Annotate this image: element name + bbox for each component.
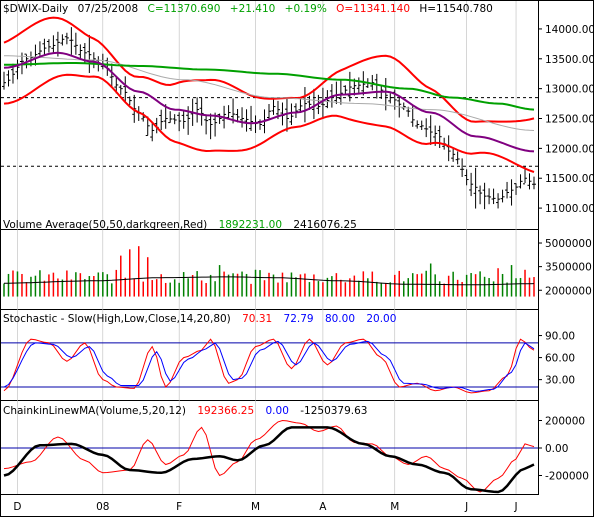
chaikin-value-2: 0.00 xyxy=(266,405,289,417)
y-tick-label: 5000000 xyxy=(545,238,592,250)
volume-header: Volume Average(50,50,darkgreen,Red) 1892… xyxy=(3,219,357,231)
y-tick-label: 11000.00 xyxy=(545,203,594,215)
chaikin-header: ChainkinLinewMA(Volume,5,20,12) 192366.2… xyxy=(3,405,368,417)
bollinger-upper-line xyxy=(3,16,535,123)
y-tick-label: 0.00 xyxy=(545,443,568,455)
open-label: O=11341.140 xyxy=(336,3,410,15)
y-tick-label: 11500.00 xyxy=(545,173,594,185)
x-tick-label: M xyxy=(251,501,260,513)
y-tick-label: 90.00 xyxy=(545,331,575,343)
x-tick-label: 08 xyxy=(96,501,109,513)
price-header: $DWIX-Daily 07/25/2008 C=11370.690 +21.4… xyxy=(3,3,493,15)
stochastic-title: Stochastic - Slow(High,Low,Close,14,20,8… xyxy=(3,313,231,325)
price-bars xyxy=(2,27,536,210)
chaikin-ma-line xyxy=(3,426,535,494)
stochastic-d-value: 72.79 xyxy=(284,313,314,325)
bollinger-lower-line xyxy=(3,73,535,173)
stochastic-upper-value: 80.00 xyxy=(325,313,355,325)
y-tick-label: 3500000 xyxy=(545,262,592,274)
stochastic-header: Stochastic - Slow(High,Low,Close,14,20,8… xyxy=(3,313,396,325)
y-tick-label: 12500.00 xyxy=(545,114,594,126)
y-tick-label: 2000000 xyxy=(545,285,592,297)
month-grid xyxy=(17,1,517,494)
stochastic-d-line xyxy=(3,340,535,392)
volume-value-2: 2416076.25 xyxy=(293,219,356,231)
sma-200-line xyxy=(4,55,535,131)
volume-value-1: 1892231.00 xyxy=(219,219,282,231)
high-label: H=11540.780 xyxy=(419,3,492,15)
chaikin-line xyxy=(3,419,535,493)
y-tick-label: 13000.00 xyxy=(545,84,594,96)
chaikin-value-1: 192366.25 xyxy=(197,405,254,417)
y-tick-label: -200000 xyxy=(545,471,589,483)
x-tick-label: J xyxy=(513,501,517,513)
x-tick-label: M xyxy=(390,501,399,513)
y-tick-label: 12000.00 xyxy=(545,143,594,155)
chaikin-title: ChainkinLinewMA(Volume,5,20,12) xyxy=(3,405,186,417)
x-tick-label: D xyxy=(13,501,21,513)
volume-average-line xyxy=(4,276,535,286)
stochastic-lower-value: 20.00 xyxy=(366,313,396,325)
y-tick-label: 200000 xyxy=(545,416,585,428)
stochastic-reference-lines xyxy=(1,342,538,388)
x-tick-label: A xyxy=(319,501,327,513)
change-label: +21.410 xyxy=(230,3,276,15)
y-axis-labels: 11000.00 11500.00 12000.00 12500.00 13000.00… xyxy=(538,24,594,483)
y-tick-label: 30.00 xyxy=(545,375,575,387)
y-tick-label: 13500.00 xyxy=(545,54,594,66)
date-label: 07/25/2008 xyxy=(78,3,139,15)
x-tick-label: F xyxy=(176,501,182,513)
y-tick-label: 14000.00 xyxy=(545,24,594,36)
chaikin-value-3: -1250379.63 xyxy=(300,405,367,417)
x-tick-label: J xyxy=(464,501,468,513)
stochastic-k-value: 70.31 xyxy=(242,313,272,325)
y-tick-label: 60.00 xyxy=(545,353,575,365)
volume-title: Volume Average(50,50,darkgreen,Red) xyxy=(3,219,207,231)
symbol-label: $DWIX-Daily xyxy=(3,3,68,15)
purple-ma-line xyxy=(3,51,535,153)
percent-label: +0.19% xyxy=(285,3,327,15)
x-axis-labels: D 08 F M A M J J xyxy=(13,501,517,513)
sma-50-line xyxy=(3,62,535,111)
close-label: C=11370.690 xyxy=(148,3,221,15)
